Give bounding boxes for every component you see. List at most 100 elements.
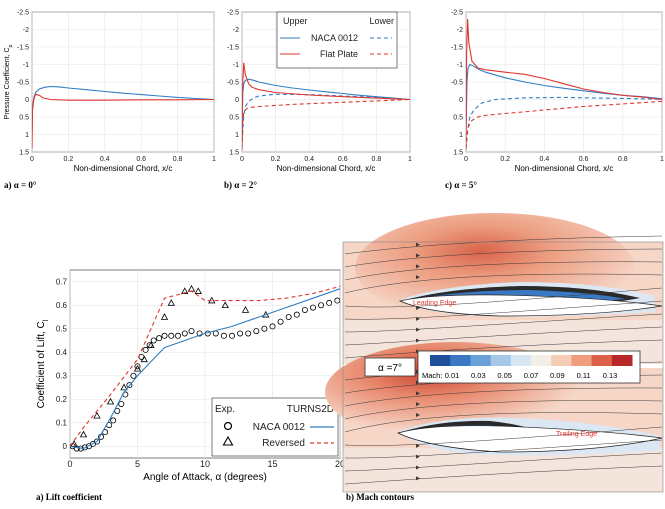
x-tick-label: 0.4 (100, 156, 110, 163)
streamlines (344, 235, 663, 485)
plot-area (242, 62, 410, 151)
colorbar-cell (510, 355, 532, 366)
streamline (344, 387, 663, 407)
data-point-circle (293, 311, 300, 318)
colorbar-cells (430, 355, 633, 366)
alpha-label-box: α =7° (364, 357, 416, 377)
data-point-circle (161, 332, 168, 339)
streamline-arrow (416, 264, 420, 269)
x-axis-label: Angle of Attack, α (degrees) (143, 472, 267, 483)
x-tick-label: 1 (212, 156, 216, 163)
mach-frame (342, 241, 664, 493)
colorbar-cell (490, 355, 512, 366)
y-tick-label: 0.5 (19, 115, 29, 122)
legend-header-upper: Upper (283, 16, 308, 26)
y-tick-label: 0.3 (56, 371, 68, 380)
data-point-circle (142, 346, 149, 353)
chart-layer: 0 0.2 0.4 0.6 0.8 1 -2.5 -2 -1.5 -1 -0.5 0 0.5 1 1.5 No… (4, 10, 664, 503)
colorbar-cell (531, 355, 552, 366)
plot-area (32, 85, 214, 149)
panel-caption: c) α = 5° (445, 180, 477, 190)
data-point-triangle (140, 355, 148, 363)
data-point-circle (156, 335, 163, 342)
y-tick-label: 0 (25, 97, 29, 104)
y-tick-label: -1 (233, 62, 239, 69)
y-tick-label: 0.1 (56, 418, 68, 427)
x-tick-label: 0.8 (618, 156, 628, 163)
x-tick-label: 0 (30, 156, 34, 163)
y-tick-label: 0.4 (56, 348, 68, 357)
colorbar-tick-label: 0.03 (471, 371, 486, 380)
series-line (242, 93, 410, 149)
data-point-triangle (147, 341, 155, 348)
y-tick-label: -1.5 (17, 45, 29, 52)
streamline (344, 400, 663, 420)
data-point-circle (174, 332, 181, 339)
streamline-arrow (416, 443, 420, 448)
y-tick-label: -0.5 (227, 80, 239, 87)
y-axis-label: Coefficient of Lift, Cl (36, 319, 50, 408)
data-point-triangle (120, 383, 128, 391)
y-tick-label: 0 (235, 97, 239, 104)
legend-marker-triangle (222, 435, 234, 446)
legend-entry: NACA 0012 (253, 422, 306, 433)
series-line (32, 93, 214, 149)
data-point-triangle (93, 411, 101, 419)
data-point-circle (94, 438, 101, 445)
streamline (344, 313, 663, 333)
x-axis-label: Non-dimensional Chord, x/c (74, 164, 173, 173)
streamline-arrow (416, 306, 420, 310)
data-point-circle (301, 306, 308, 313)
data-point-triangle (160, 313, 169, 320)
colorbar-cell (571, 355, 593, 366)
y-tick-label: 1.5 (19, 150, 29, 157)
y-tick-label: -2 (457, 27, 463, 34)
data-point-circle (220, 332, 227, 339)
y-tick-label: -1.5 (227, 45, 239, 52)
chart-lift: 0 5 10 15 20 0 0.1 0.2 0.3 0.4 0.5 0.6 0.7 Angle of A… (36, 269, 345, 502)
chart-cp-a2: 0 0.2 0.4 0.6 0.8 1 -2.5 -2 -1.5 -1 -0.5 0 0.5 1 1.5 No… (224, 10, 412, 191)
data-point-circle (285, 313, 292, 320)
streamline (344, 326, 663, 346)
data-point-triangle (106, 397, 115, 405)
streamline (344, 300, 663, 320)
series-line (70, 288, 340, 450)
colorbar-cell (611, 355, 633, 366)
data-point-triangle (79, 430, 88, 438)
data-point-circle (81, 444, 88, 451)
trailing-edge-label: Trailing Edge (556, 431, 597, 438)
data-point-circle (134, 363, 141, 370)
panel-caption: a) Lift coefficient (36, 492, 102, 502)
data-point-triangle (181, 287, 189, 294)
series-line (466, 96, 662, 149)
series-line (70, 285, 340, 447)
y-tick-label: -1 (457, 62, 463, 69)
plot-area (70, 284, 340, 452)
streamline-arrow (416, 253, 420, 258)
data-point-circle (118, 400, 125, 407)
y-tick-label: -2.5 (451, 10, 463, 17)
x-tick-label: 0.2 (500, 156, 510, 163)
legend: Exp. TURNS2D NACA 0012 Reversed (211, 397, 339, 457)
streamline (344, 412, 663, 433)
data-point-circle (188, 328, 195, 335)
streamline-arrow (416, 316, 420, 321)
x-tick-label: 0 (67, 459, 72, 469)
leading-edge-label: Leading Edge (413, 300, 456, 307)
x-tick-label: 0 (240, 156, 244, 163)
colorbar-tick-label: 0.07 (524, 371, 539, 380)
legend-box (276, 11, 398, 69)
streamline (344, 273, 663, 294)
data-point-circle (168, 332, 175, 339)
data-point-circle (318, 302, 325, 309)
x-axis-label: Non-dimensional Chord, x/c (515, 164, 614, 173)
x-tick-label: 20 (335, 459, 345, 469)
panel-caption: a) α = 0° (4, 180, 37, 190)
data-point-circle (237, 330, 244, 337)
y-axis-label: Pressure Coefficient, Cp (4, 44, 14, 119)
panel-caption: b) α = 2° (224, 180, 257, 190)
streamline-arrow (416, 476, 420, 481)
streamline-arrow (416, 413, 420, 417)
y-tick-label: 0 (63, 442, 68, 451)
series-line (242, 78, 410, 135)
